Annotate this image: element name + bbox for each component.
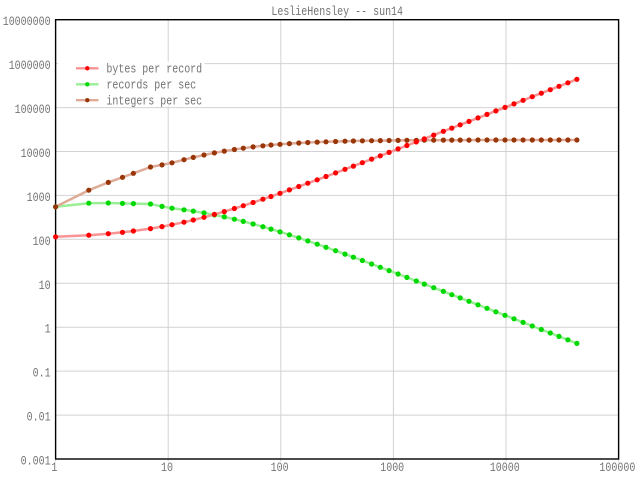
- svg-text:10000: 10000: [21, 147, 51, 162]
- svg-text:bytes per record: bytes per record: [106, 63, 202, 78]
- svg-text:1: 1: [51, 461, 57, 476]
- svg-text:100000: 100000: [15, 103, 51, 118]
- svg-text:1000: 1000: [380, 461, 404, 476]
- svg-text:0.1: 0.1: [33, 367, 51, 382]
- svg-text:0.001: 0.001: [21, 454, 51, 469]
- svg-text:100: 100: [33, 235, 51, 250]
- svg-text:1: 1: [45, 323, 51, 338]
- svg-text:0.01: 0.01: [27, 411, 51, 426]
- svg-text:100000: 100000: [599, 461, 635, 476]
- svg-text:100: 100: [271, 461, 289, 476]
- svg-text:1000000: 1000000: [9, 59, 51, 74]
- svg-text:integers per sec: integers per sec: [106, 94, 202, 109]
- svg-text:10000000: 10000000: [3, 15, 51, 30]
- svg-text:10000: 10000: [490, 461, 520, 476]
- svg-text:1000: 1000: [27, 191, 51, 206]
- svg-text:records per sec: records per sec: [106, 79, 196, 94]
- svg-text:10: 10: [39, 279, 51, 294]
- svg-text:LeslieHensley -- sun14: LeslieHensley -- sun14: [271, 5, 403, 20]
- svg-text:10: 10: [161, 461, 173, 476]
